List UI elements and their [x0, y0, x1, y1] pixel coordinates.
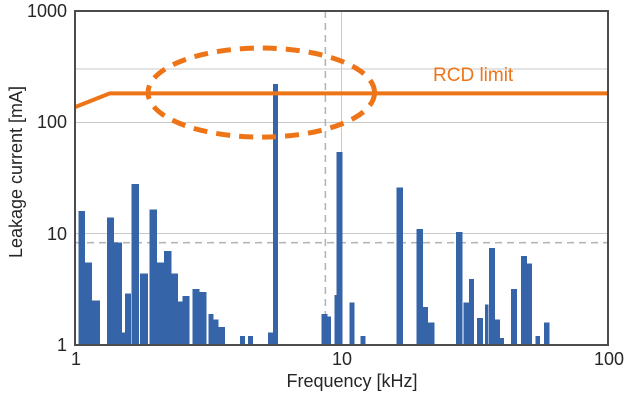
spectrum-bar [121, 332, 125, 345]
plot-frame [74, 10, 609, 346]
spectrum-bar [171, 273, 179, 345]
x-axis-title: Frequency [kHz] [286, 371, 418, 391]
spectrum-bar [495, 319, 501, 345]
spectrum-bar [78, 210, 85, 345]
spectrum-bar [239, 336, 245, 345]
spectrum-bar [489, 248, 496, 345]
spectrum-bar [192, 288, 200, 345]
spectrum-bar [543, 322, 550, 345]
spectrum-bar [113, 242, 122, 345]
spectrum-bar [427, 322, 435, 345]
spectrum-bar [360, 336, 366, 345]
spectrum-bar [463, 302, 470, 345]
spectrum-bar [208, 313, 214, 345]
spectrum-bar [456, 231, 463, 345]
x-tick-10: 10 [331, 349, 353, 369]
rcd-limit-label: RCD limit [433, 65, 514, 86]
spectrum-bar [107, 217, 114, 345]
y-tick-10: 10 [46, 224, 67, 244]
spectrum-bar [535, 336, 540, 345]
spectrum-bar [327, 316, 332, 345]
highlight-ellipse [145, 45, 378, 140]
spectrum-bar [526, 263, 532, 345]
spectrum-bar [84, 262, 93, 345]
spectrum-bar [92, 300, 100, 345]
y-tick-100: 100 [36, 112, 67, 132]
spectrum-bar [272, 83, 279, 345]
spectrum-bar [484, 304, 489, 345]
spectrum-bar [396, 187, 403, 345]
spectrum-bar [511, 288, 517, 345]
rcd-limit-line [74, 91, 608, 109]
spectrum-bar [321, 313, 328, 345]
spectrum-bar [213, 319, 219, 345]
y-axis-title: Leakage current [mA] [6, 85, 26, 259]
spectrum-bar [349, 302, 355, 345]
spectrum-bar [477, 317, 483, 345]
spectrum-bar [199, 291, 207, 345]
spectrum-bar [124, 293, 131, 345]
x-tick-100: 100 [593, 349, 625, 369]
spectrum-bar [334, 295, 337, 345]
y-tick-1000: 1000 [26, 1, 67, 21]
spectrum-bar [156, 262, 165, 345]
spectrum-bar [500, 338, 505, 345]
spectrum-bar [521, 256, 527, 345]
x-tick-1: 1 [70, 349, 81, 369]
spectrum-bar [248, 336, 253, 345]
spectrum-bar [416, 229, 423, 345]
spectrum-bar [149, 209, 157, 345]
spectrum-bar [469, 279, 474, 345]
y-tick-1: 1 [56, 335, 67, 355]
spectrum-bar [268, 332, 273, 345]
spectrum-bar [164, 250, 172, 345]
spectrum-bar [131, 183, 140, 345]
spectrum-bar [422, 306, 428, 345]
spectrum-bar [178, 301, 183, 345]
spectrum-bar [182, 296, 190, 345]
spectrum-bar [218, 327, 226, 345]
spectrum-bar [336, 152, 343, 345]
spectrum-bar [139, 273, 149, 345]
